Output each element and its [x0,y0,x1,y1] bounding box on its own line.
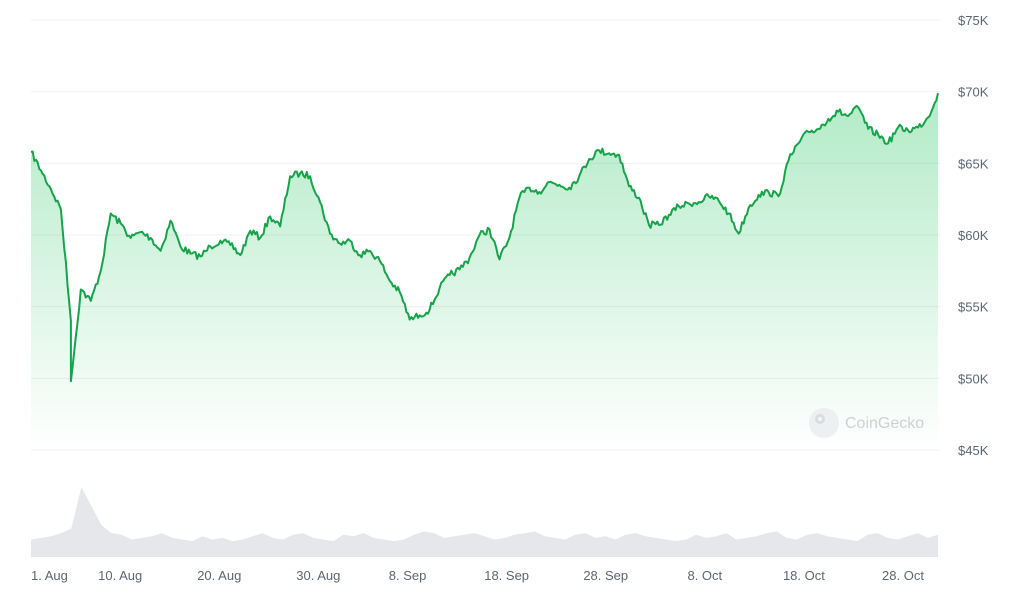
coingecko-watermark: CoinGecko [809,408,924,438]
price-area [31,93,938,450]
y-tick-label: $75K [958,13,989,28]
y-tick-label: $65K [958,156,989,171]
y-tick-label: $45K [958,443,989,458]
y-tick-label: $60K [958,228,989,243]
y-tick-label: $70K [958,85,989,100]
y-axis: $45K $50K $55K $60K $65K $70K $75K [958,13,989,458]
x-axis: 1. Aug 10. Aug 20. Aug 30. Aug 8. Sep 18. Sep… [31,568,924,583]
x-tick-label: 1. Aug [31,568,68,583]
x-tick-label: 8. Oct [687,568,722,583]
x-tick-label: 28. Oct [882,568,924,583]
y-tick-label: $55K [958,300,989,315]
y-tick-label: $50K [958,371,989,386]
x-tick-label: 10. Aug [98,568,142,583]
x-tick-label: 28. Sep [583,568,628,583]
price-series-line [30,92,939,383]
volume-area [31,487,938,557]
x-tick-label: 8. Sep [389,568,427,583]
price-area-fill [31,93,938,450]
x-tick-label: 30. Aug [296,568,340,583]
x-tick-label: 18. Sep [484,568,529,583]
gecko-logo-icon [809,408,839,438]
volume-area-fill [31,487,938,557]
price-line [30,92,939,383]
x-tick-label: 20. Aug [197,568,241,583]
watermark-label: CoinGecko [845,415,924,432]
x-tick-label: 18. Oct [783,568,825,583]
gecko-pupil-icon [818,417,822,421]
